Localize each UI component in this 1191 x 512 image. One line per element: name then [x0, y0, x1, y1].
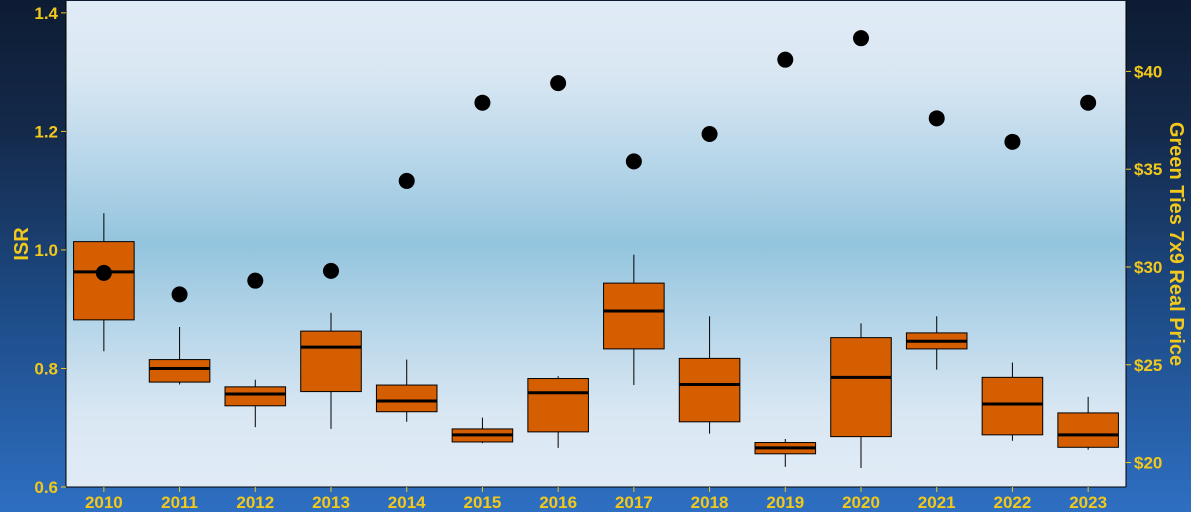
price-point-2018 [701, 125, 718, 142]
price-point-2020 [853, 30, 869, 47]
price-point-2012 [247, 272, 264, 289]
y-axis-title: ISR [11, 227, 33, 261]
x-tick-label: 2017 [615, 493, 653, 512]
box-2014 [375, 359, 438, 422]
y2-axis-title: Green Ties 7x9 Real Price [1165, 122, 1187, 366]
box-iqr [1057, 412, 1119, 448]
box-iqr [678, 357, 741, 423]
box-iqr [981, 376, 1044, 436]
y-tick-label: 1.2 [34, 122, 58, 141]
x-tick-label: 2022 [994, 493, 1032, 512]
box-iqr [375, 384, 438, 413]
box-2021 [905, 316, 968, 370]
y-tick-label: 0.8 [34, 359, 58, 378]
box-iqr [830, 337, 892, 438]
box-2013 [300, 312, 362, 429]
box-2015 [451, 417, 514, 444]
box-2019 [754, 438, 817, 467]
price-point-2017 [625, 153, 642, 170]
x-tick-label: 2010 [85, 493, 123, 512]
y2-tick-label: $35 [1134, 160, 1162, 179]
x-tick-label: 2018 [691, 493, 729, 512]
x-tick-label: 2012 [236, 493, 274, 512]
box-iqr [224, 386, 287, 407]
price-series [95, 30, 1097, 303]
price-point-2023 [1080, 94, 1097, 111]
y-tick-label: 0.6 [34, 478, 58, 497]
y2-tick-label: $30 [1134, 258, 1162, 277]
box-2012 [224, 379, 287, 428]
price-point-2014 [398, 172, 415, 189]
box-iqr [603, 282, 665, 350]
price-point-2016 [550, 75, 567, 92]
price-point-2015 [474, 94, 491, 111]
price-point-2022 [1004, 133, 1021, 150]
y2-tick-label: $25 [1134, 356, 1162, 375]
box-2018 [678, 316, 741, 434]
price-point-2010 [95, 264, 112, 281]
y-tick-label: 1.0 [34, 241, 58, 260]
box-iqr [148, 359, 211, 383]
price-point-2011 [171, 286, 188, 303]
box-iqr [300, 330, 362, 393]
x-tick-label: 2013 [312, 493, 350, 512]
x-tick-label: 2014 [388, 493, 426, 512]
x-tick-label: 2011 [161, 493, 198, 512]
x-tick-label: 2016 [539, 493, 577, 512]
x-tick-label: 2023 [1069, 493, 1107, 512]
price-point-2013 [323, 262, 339, 279]
right-axis: $20 $25 $30 $35 $40 [1125, 1, 1162, 487]
box-2023 [1057, 396, 1119, 450]
price-point-2021 [928, 110, 945, 127]
price-point-2019 [777, 51, 794, 68]
x-axis: 2010 2011 2012 2013 2014 2015 2016 2017 2018 2019… [66, 486, 1126, 512]
box-iqr [527, 378, 589, 433]
box-2022 [981, 362, 1044, 441]
box-2016 [527, 376, 589, 448]
plot-panel [66, 1, 1126, 487]
left-axis: 0.6 0.8 1.0 1.2 1.4 [34, 1, 67, 497]
x-tick-label: 2019 [766, 493, 804, 512]
box-2020 [830, 323, 892, 469]
y2-tick-label: $20 [1134, 454, 1162, 473]
x-tick-label: 2021 [918, 493, 956, 512]
y2-tick-label: $40 [1134, 62, 1162, 81]
y-tick-label: 1.4 [34, 4, 58, 23]
x-tick-label: 2015 [464, 493, 502, 512]
x-tick-label: 2020 [842, 493, 880, 512]
box-2017 [603, 254, 665, 386]
